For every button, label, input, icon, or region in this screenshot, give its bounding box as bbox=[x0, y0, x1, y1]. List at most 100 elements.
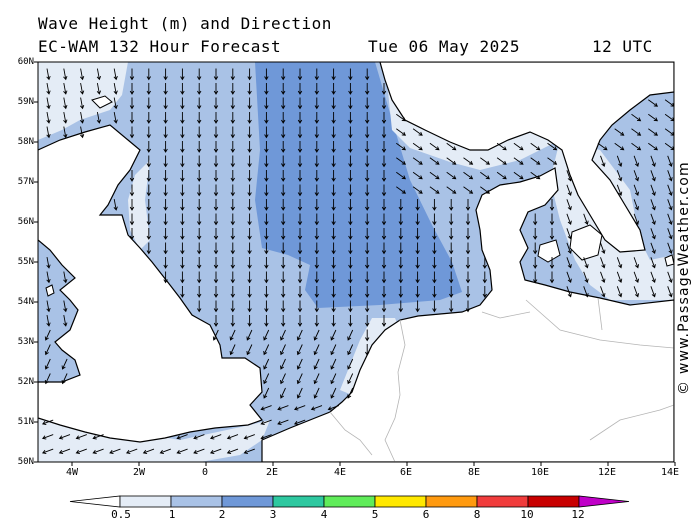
wave-direction-arrow bbox=[113, 68, 118, 81]
wave-direction-arrow bbox=[163, 242, 168, 255]
wave-direction-arrow bbox=[330, 358, 337, 370]
wave-direction-arrow bbox=[331, 315, 336, 327]
wave-direction-arrow bbox=[129, 213, 135, 226]
wave-direction-arrow bbox=[465, 271, 471, 284]
wave-direction-arrow bbox=[381, 97, 387, 110]
wave-direction-arrow bbox=[213, 97, 219, 110]
wave-direction-arrow bbox=[330, 387, 337, 399]
wave-direction-arrow bbox=[616, 257, 623, 269]
legend-label: 10 bbox=[520, 508, 534, 521]
wave-direction-arrow bbox=[293, 419, 306, 426]
wave-direction-arrow bbox=[429, 186, 440, 194]
wave-direction-arrow bbox=[465, 199, 471, 211]
wave-direction-arrow bbox=[513, 157, 524, 165]
wave-direction-arrow bbox=[330, 329, 337, 341]
wave-direction-arrow bbox=[281, 83, 286, 95]
wave-direction-arrow bbox=[566, 242, 572, 255]
wave-direction-arrow bbox=[79, 68, 85, 81]
wave-direction-arrow bbox=[496, 171, 507, 180]
axis-ticks bbox=[34, 61, 676, 466]
wave-band-0-5-1m bbox=[128, 160, 150, 250]
wave-direction-arrow bbox=[129, 112, 135, 124]
wave-direction-arrow bbox=[331, 170, 336, 182]
wave-direction-arrow bbox=[365, 184, 370, 197]
wave-direction-arrow bbox=[297, 141, 303, 153]
wave-direction-arrow bbox=[176, 448, 188, 455]
wave-direction-arrow bbox=[197, 141, 202, 153]
lat-label: 60N bbox=[17, 57, 34, 67]
wave-direction-arrow bbox=[381, 242, 387, 255]
wave-direction-arrow bbox=[247, 83, 252, 95]
lat-label: 50N bbox=[17, 457, 34, 467]
wave-direction-arrow bbox=[46, 97, 51, 110]
wave-direction-arrow bbox=[146, 155, 151, 168]
wave-direction-arrow bbox=[197, 228, 202, 240]
wave-direction-arrow bbox=[281, 155, 286, 168]
wave-direction-arrow bbox=[330, 373, 337, 385]
wave-direction-arrow bbox=[667, 286, 673, 298]
wave-direction-arrow bbox=[125, 448, 138, 455]
wave-direction-arrow bbox=[46, 126, 51, 139]
lat-label: 57N bbox=[17, 177, 34, 187]
wave-direction-arrow bbox=[616, 271, 623, 284]
wave-direction-arrow bbox=[44, 358, 51, 370]
wave-direction-arrow bbox=[63, 83, 68, 95]
wave-direction-arrow bbox=[365, 242, 370, 255]
wave-direction-arrow bbox=[530, 171, 541, 180]
land-continent bbox=[261, 167, 674, 462]
wave-direction-arrow bbox=[264, 68, 269, 81]
wave-direction-arrow bbox=[513, 142, 524, 151]
wave-direction-arrow bbox=[213, 228, 219, 240]
wave-direction-arrow bbox=[281, 184, 286, 197]
legend-label: 1 bbox=[168, 508, 176, 521]
lat-label: 55N bbox=[17, 257, 34, 267]
land-funen bbox=[537, 239, 561, 263]
wave-direction-arrow bbox=[583, 213, 589, 226]
wave-direction-arrow bbox=[412, 128, 423, 136]
wave-direction-arrow bbox=[41, 419, 54, 426]
wave-direction-arrow bbox=[281, 97, 286, 110]
wave-direction-arrow bbox=[41, 448, 54, 455]
wave-direction-arrow bbox=[415, 228, 420, 240]
legend-label: 4 bbox=[320, 508, 328, 521]
wave-direction-arrow bbox=[446, 142, 457, 151]
wave-direction-arrow bbox=[480, 186, 491, 194]
wave-direction-arrow bbox=[129, 184, 135, 197]
wave-direction-arrow bbox=[313, 373, 320, 385]
wave-direction-arrow bbox=[365, 271, 370, 284]
wave-direction-arrow bbox=[348, 228, 353, 240]
wave-direction-arrow bbox=[496, 142, 507, 151]
wave-direction-arrow bbox=[667, 228, 673, 240]
wave-direction-arrow bbox=[549, 257, 555, 269]
wave-direction-arrow bbox=[113, 199, 118, 211]
wave-direction-arrow bbox=[230, 83, 235, 95]
wave-direction-arrow bbox=[197, 271, 202, 284]
lon-label: 10E bbox=[530, 467, 550, 478]
wave-direction-arrow bbox=[193, 434, 205, 440]
wave-direction-arrow bbox=[566, 228, 572, 240]
legend-swatch bbox=[527, 495, 580, 508]
wave-direction-arrow bbox=[381, 126, 387, 139]
wave-direction-arrow bbox=[247, 112, 252, 124]
wave-direction-arrow bbox=[331, 141, 336, 153]
wave-direction-arrow bbox=[163, 83, 168, 95]
wave-direction-arrow bbox=[180, 228, 185, 240]
wave-direction-arrow bbox=[44, 344, 51, 356]
wave-direction-arrow bbox=[113, 83, 118, 95]
wave-direction-arrow bbox=[631, 113, 642, 122]
wave-direction-arrow bbox=[432, 300, 437, 313]
wave-direction-arrow bbox=[667, 155, 673, 168]
lon-label: 12E bbox=[597, 467, 617, 478]
land-isle-of-man bbox=[45, 284, 55, 297]
wave-direction-arrow bbox=[533, 242, 538, 255]
wave-direction-arrow bbox=[243, 434, 255, 440]
wave-direction-arrow bbox=[180, 257, 185, 269]
wave-direction-arrow bbox=[465, 213, 471, 226]
wave-direction-arrow bbox=[280, 387, 286, 399]
wave-direction-arrow bbox=[432, 228, 437, 240]
wave-direction-arrow bbox=[365, 300, 370, 313]
wave-direction-arrow bbox=[398, 300, 403, 313]
wave-direction-arrow bbox=[533, 257, 538, 269]
wave-direction-arrow bbox=[63, 300, 68, 313]
wave-direction-arrow bbox=[264, 242, 269, 255]
